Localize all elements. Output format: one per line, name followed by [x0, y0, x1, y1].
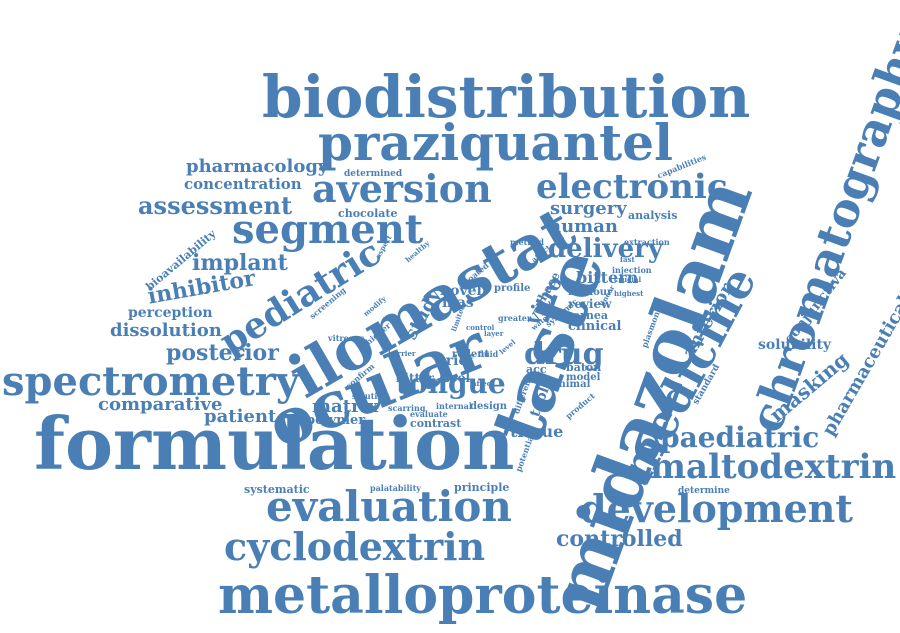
word-formulation: formulation	[34, 401, 515, 486]
word-affect-1: affect	[472, 379, 495, 388]
word-review: review	[568, 297, 612, 311]
word-analysis: analysis	[628, 209, 678, 222]
word-fluid: fluid	[478, 349, 499, 359]
word-assessment: assessment	[138, 191, 293, 220]
word-mas: mas	[442, 295, 474, 311]
word-rodent: rodent	[452, 349, 490, 360]
word-design: design	[470, 401, 508, 412]
word-solution: solution	[352, 391, 389, 401]
word-polymer: polymer	[306, 413, 366, 428]
word-injection: injection	[612, 265, 652, 275]
word-maltodextrin: maltodextrin	[650, 447, 897, 487]
word-animal: animal	[552, 379, 591, 390]
word-posterior: posterior	[166, 340, 279, 366]
word-extraction: extraction	[624, 237, 670, 247]
word-cornea: cornea	[566, 309, 608, 322]
word-metalloproteinase: metalloproteinase	[218, 565, 748, 626]
word-acc: acc	[526, 363, 547, 376]
word-highest: highest	[614, 289, 644, 298]
word-determine: determine	[678, 486, 730, 496]
word-scarring: scarring	[388, 403, 426, 413]
word-drug: drug	[524, 337, 604, 372]
word-solubility: solubility	[758, 337, 832, 353]
word-contrast: contrast	[410, 417, 462, 430]
word-profile: profile	[494, 283, 531, 294]
word-barrier: barrier	[388, 349, 416, 358]
word-cyclodextrin: cyclodextrin	[224, 524, 486, 569]
word-tool: tool	[444, 371, 471, 385]
word-principle: principle	[454, 481, 510, 494]
word-implant: implant	[192, 250, 288, 276]
word-palatability: palatability	[370, 483, 421, 493]
word-systematic: systematic	[244, 483, 310, 496]
word-novel: novel	[440, 283, 482, 299]
word-segment: segment	[232, 206, 424, 253]
word-fast: fast	[620, 255, 635, 264]
word-perception: perception	[128, 305, 213, 321]
word-pharmacology: pharmacology	[186, 156, 329, 177]
word-controlled: controlled	[556, 526, 683, 552]
word-layer: layer	[484, 329, 504, 338]
word-matrix: matrix	[312, 396, 379, 417]
word-tongue: tongue	[396, 367, 506, 400]
word-biodistribution: biodistribution	[262, 63, 751, 131]
word-surgery: surgery	[550, 198, 627, 219]
word-aversion: aversion	[312, 166, 492, 211]
word-control: control	[466, 323, 495, 332]
word-tissue: tissue	[510, 422, 564, 441]
word-electronic: electronic	[536, 167, 728, 207]
word-praziquantel: praziquantel	[318, 113, 674, 172]
word-chocolate: chocolate	[338, 207, 398, 220]
word-bitter: bitter	[396, 371, 434, 385]
word-paediatric: paediatric	[660, 421, 820, 454]
word-determined: determined	[344, 169, 403, 179]
word-human: human	[548, 216, 618, 237]
word-baton: baton	[566, 361, 602, 374]
word-spectrometry: spectrometry	[2, 358, 300, 405]
word-crucial: crucial	[614, 275, 642, 284]
word-evaluation: evaluation	[266, 482, 512, 531]
word-comparative: comparative	[98, 394, 223, 415]
word-bittern: bittern	[576, 268, 639, 287]
word-internal: internal	[436, 401, 472, 411]
word-patient: patient	[204, 406, 277, 427]
word-method: method	[510, 237, 544, 247]
word-delivery: delivery	[548, 234, 663, 264]
word-dissolution: dissolution	[110, 320, 222, 341]
word-vitreous: vitreous	[328, 333, 365, 343]
word-concentration: concentration	[184, 175, 302, 193]
word-development: development	[580, 486, 853, 531]
word-greater: greater	[498, 313, 532, 323]
word-evaluate: evaluate	[410, 409, 448, 419]
word-model: model	[566, 372, 601, 383]
word-humour: humour	[568, 287, 613, 298]
word-clinical: clinical	[568, 319, 622, 334]
word-brief: brief	[436, 353, 474, 369]
